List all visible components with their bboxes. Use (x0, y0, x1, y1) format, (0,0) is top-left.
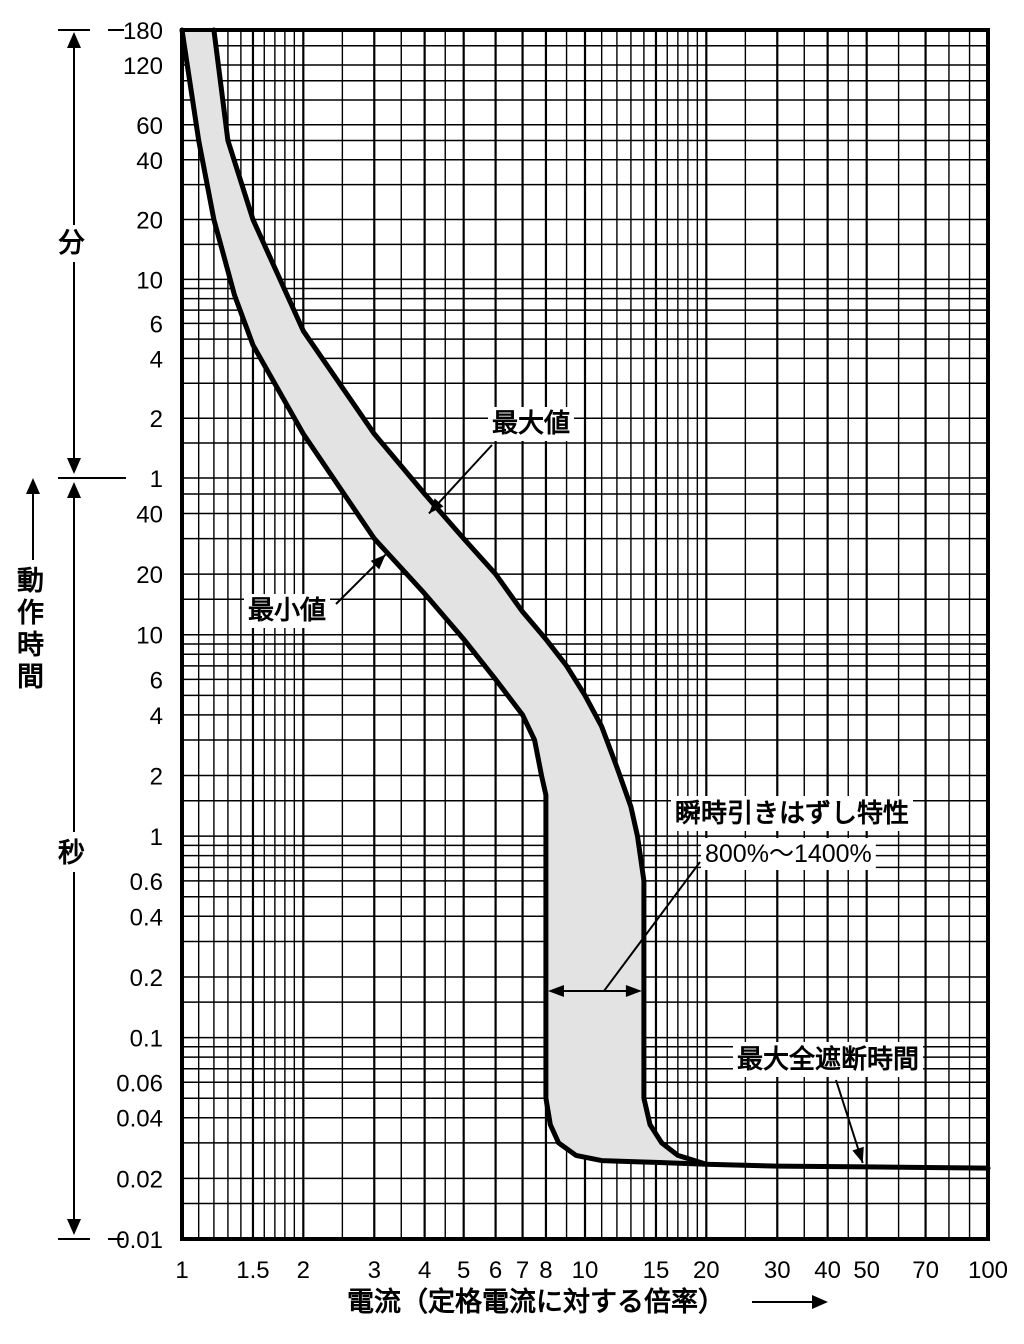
annotation-instantaneous-range-bg (701, 838, 876, 870)
operating-band (182, 30, 988, 1169)
y-tick-label-min: 180 (123, 18, 163, 45)
y-title-arrow-up-icon (26, 478, 40, 494)
y-tick-label-min: 60 (136, 113, 163, 140)
seconds-arrow-down-icon (67, 1219, 81, 1235)
x-tick-label: 3 (368, 1257, 381, 1284)
annotation-total-clearing-label: 最大全遮断時間 (737, 1044, 919, 1075)
y-tick-label-min: 4 (150, 346, 163, 373)
annotation-total-clearing-label-bg (733, 1042, 924, 1077)
range-arrow-right-icon (625, 984, 642, 997)
y-tick-label-sec: 0.1 (130, 1026, 163, 1053)
series-min-line (179, 27, 709, 1167)
y-tick-label-sec: 0.04 (116, 1106, 163, 1133)
x-tick-label: 10 (572, 1257, 599, 1284)
annotation-min-arrowhead-icon (370, 554, 386, 570)
unit-minutes-label: 分 (58, 228, 85, 259)
y-tick-label-sec: 1 (150, 824, 163, 851)
y-tick-label-min: 40 (136, 148, 163, 175)
x-tick-label: 1.5 (236, 1257, 269, 1284)
x-tick-label: 70 (912, 1257, 939, 1284)
y-tick-label-sec: 20 (136, 562, 163, 589)
unit-seconds-label: 秒 (58, 838, 85, 869)
operating-band-area (182, 30, 988, 1169)
annotation-min-label-bg (244, 594, 331, 628)
x-tick-label: 1 (175, 1257, 188, 1284)
x-tick-label: 15 (643, 1257, 670, 1284)
series-max-line (211, 27, 991, 1171)
annotation-max-label: 最大値 (492, 409, 570, 439)
x-tick-label: 5 (457, 1257, 470, 1284)
x-tick-label: 100 (968, 1257, 1008, 1284)
y-tick-label-min: 1 (150, 466, 163, 493)
minutes-arrow-down-icon (67, 458, 81, 474)
x-tick-label: 4 (418, 1257, 431, 1284)
y-tick-labels: 180 120 60 40 20 10 6 4 2 1 40 20 10 6 4 2 1 0.6 0.4 0.2 0.1… (116, 18, 163, 1254)
y-tick-label-min: 20 (136, 208, 163, 235)
y-tick-label-min: 6 (150, 311, 163, 338)
minutes-arrow-up-icon (67, 32, 81, 48)
annotation-total-clearing-arrowhead-icon (852, 1146, 864, 1163)
x-tick-label: 30 (764, 1257, 791, 1284)
range-arrow-left-icon (547, 984, 564, 997)
annotation-instantaneous-label: 瞬時引きはずし特性 (675, 798, 909, 829)
instantaneous-leader (603, 861, 701, 992)
axis-decorations (26, 29, 828, 1309)
x-tick-label: 20 (693, 1257, 720, 1284)
y-tick-label-sec: 0.4 (130, 904, 163, 931)
y-tick-label-sec: 0.02 (116, 1166, 163, 1193)
y-tick-label-sec: 4 (150, 703, 163, 730)
y-tick-label-sec: 10 (136, 623, 163, 650)
annotation-min-label: 最小値 (248, 596, 326, 626)
annotation-max-leader (428, 444, 493, 515)
curves (179, 27, 991, 1171)
y-tick-label-min: 120 (123, 53, 163, 80)
y-tick-label-sec: 0.2 (130, 965, 163, 992)
x-tick-label: 50 (853, 1257, 880, 1284)
y-tick-label-min: 2 (150, 406, 163, 433)
y-tick-label-sec: 6 (150, 667, 163, 694)
annotation-instantaneous-label-bg (671, 796, 914, 831)
x-title-arrow-right-icon (812, 1295, 828, 1309)
x-tick-label: 8 (539, 1257, 552, 1284)
y-tick-label-sec: 0.01 (116, 1227, 163, 1254)
x-tick-label: 6 (489, 1257, 502, 1284)
y-tick-label-sec: 2 (150, 764, 163, 791)
seconds-arrow-up-icon (67, 482, 81, 498)
annotation-instantaneous-range: 800%〜1400% (705, 840, 872, 868)
y-tick-label-sec: 0.6 (130, 869, 163, 896)
y-tick-label-sec: 0.06 (116, 1070, 163, 1097)
x-axis-title: 電流（定格電流に対する倍率） (347, 1286, 725, 1318)
annotation-max-arrowhead-icon (428, 498, 444, 514)
x-tick-label: 40 (814, 1257, 841, 1284)
y-tick-label-min: 10 (136, 267, 163, 294)
y-axis-title: 動作時間 (17, 566, 44, 693)
plot-frame (180, 28, 990, 1241)
y-tick-label-sec: 40 (136, 501, 163, 528)
x-tick-label: 7 (516, 1257, 529, 1284)
x-tick-labels: 1 1.5 2 3 4 5 6 7 8 10 15 20 30 40 50 70 100 (175, 1257, 1008, 1284)
annotation-max-label-bg (488, 407, 575, 441)
x-tick-label: 2 (297, 1257, 310, 1284)
